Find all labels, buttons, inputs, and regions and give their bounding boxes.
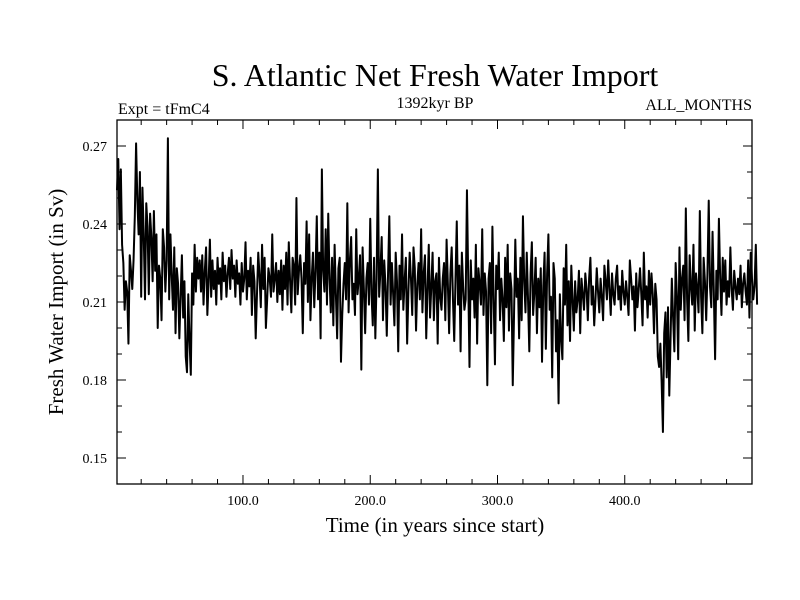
x-tick-label: 300.0 [482, 494, 514, 509]
period-label: 1392kyr BP [397, 95, 474, 112]
y-tick-label: 0.21 [83, 296, 108, 311]
months-label: ALL_MONTHS [645, 97, 752, 114]
y-axis-label: Fresh Water Import (in Sv) [44, 189, 68, 416]
y-tick-label: 0.24 [83, 218, 108, 233]
y-tick-label: 0.27 [83, 140, 108, 155]
experiment-label: Expt = tFmC4 [118, 101, 210, 118]
x-tick-label: 200.0 [354, 494, 386, 509]
data-series-line [116, 137, 759, 433]
axis-ticks [117, 119, 752, 485]
axis-tick-labels: 100.0 200.0 300.0 400.0 0.15 0.18 0.21 0.24 0.27 [83, 140, 641, 509]
x-tick-label: 100.0 [227, 494, 259, 509]
y-tick-label: 0.15 [83, 452, 108, 467]
x-axis-label: Time (in years since start) [326, 513, 545, 537]
plot-frame [116, 119, 753, 485]
x-tick-label: 400.0 [609, 494, 641, 509]
y-tick-label: 0.18 [83, 374, 108, 389]
chart-title: S. Atlantic Net Fresh Water Import [212, 57, 659, 93]
